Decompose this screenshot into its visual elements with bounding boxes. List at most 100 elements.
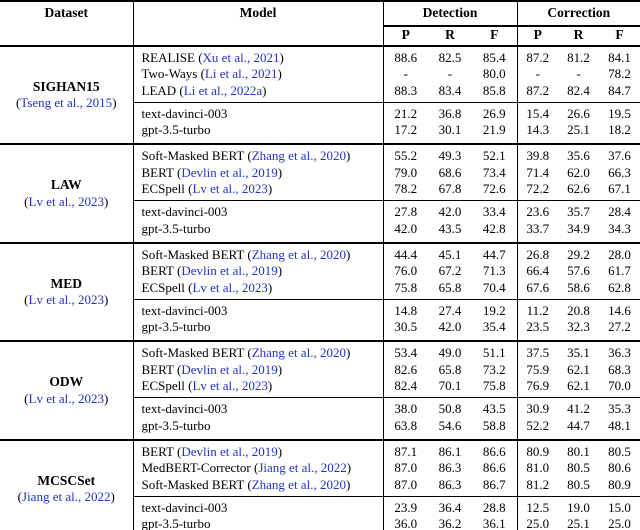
model-name-cell: BERT (Devlin et al., 2019) bbox=[132, 164, 383, 182]
cell-detection-f: 86.6 bbox=[472, 438, 517, 461]
table-row: ECSpell (Lv et al., 2023) 75.8 65.8 70.4 67.… bbox=[0, 279, 640, 300]
cell-correction-p: 25.0 bbox=[516, 516, 558, 530]
cell-detection-f: 86.7 bbox=[482, 476, 506, 492]
cell-correction-p: 26.8 bbox=[516, 241, 558, 264]
citation-link[interactable]: Jiang et al., 2022 bbox=[22, 489, 111, 505]
cell-detection-r: 82.5 bbox=[428, 44, 472, 67]
cell-detection-r: 36.8 bbox=[428, 101, 472, 123]
cell-detection-r: 43.5 bbox=[438, 220, 462, 236]
model-name-cell: Soft-Masked BERT (Zhang et al., 2020) bbox=[132, 476, 383, 497]
cell-detection-f: 58.8 bbox=[482, 417, 506, 433]
table-row: Two-Ways (Li et al., 2021) - -80.0- -78.2 bbox=[0, 66, 640, 83]
table-row: Soft-Masked BERT (Zhang et al., 2020) 87.… bbox=[0, 476, 640, 497]
citation-link[interactable]: Zhang et al., 2020 bbox=[251, 148, 346, 164]
cell-correction-f: 62.8 bbox=[608, 279, 631, 295]
cell-detection-f: 44.7 bbox=[472, 241, 517, 264]
citation-link[interactable]: Li et al., 2021 bbox=[204, 66, 278, 82]
dataset-citation: (Tseng et al., 2015) bbox=[15, 95, 117, 111]
cell-detection-p: 21.2 bbox=[382, 101, 428, 123]
col-header-detection: Detection bbox=[382, 1, 517, 27]
citation-link[interactable]: Xu et al., 2021 bbox=[202, 50, 280, 65]
citation-link[interactable]: Devlin et al., 2019 bbox=[181, 443, 278, 459]
citation-link[interactable]: Devlin et al., 2019 bbox=[181, 361, 278, 377]
cell-correction-r: 35.7 bbox=[558, 200, 599, 221]
cell-correction-f: 25.0 bbox=[608, 516, 631, 530]
col-header-detection-f: F bbox=[472, 26, 517, 47]
citation-link[interactable]: Tseng et al., 2015 bbox=[20, 95, 113, 111]
dataset-citation: (Lv et al., 2023) bbox=[24, 193, 109, 209]
cell-correction-p: 66.4 bbox=[516, 263, 558, 280]
cell-detection-f: 33.4 bbox=[472, 200, 517, 221]
citation-link[interactable]: Devlin et al., 2019 bbox=[181, 164, 278, 180]
model-name-cell: text-davinci-003 bbox=[132, 495, 383, 517]
cell-correction-p: 30.9 bbox=[516, 397, 558, 418]
table-row: ECSpell (Lv et al., 2023) 78.2 67.8 72.6 72.… bbox=[0, 181, 640, 201]
cell-correction-p: 87.2 bbox=[516, 82, 558, 103]
model-name-cell: ECSpell (Lv et al., 2023) bbox=[132, 181, 383, 201]
cell-detection-r: 54.6 bbox=[438, 417, 462, 433]
model-name-cell: BERT (Devlin et al., 2019) bbox=[132, 361, 383, 379]
cell-correction-p: 87.2 bbox=[516, 44, 558, 67]
citation-link[interactable]: Devlin et al., 2019 bbox=[181, 263, 278, 279]
cell-correction-f: 61.7 bbox=[608, 263, 631, 279]
cell-detection-p: 17.2 bbox=[382, 122, 428, 145]
citation-link[interactable]: Zhang et al., 2020 bbox=[251, 476, 346, 492]
cell-detection-f: 35.4 bbox=[482, 319, 506, 335]
model-name-cell: Two-Ways (Li et al., 2021) bbox=[132, 66, 383, 83]
cell-correction-f: 68.3 bbox=[608, 361, 631, 377]
cell-correction-p: - bbox=[516, 66, 558, 83]
cell-detection-p: 76.0 bbox=[382, 263, 428, 280]
table-row: BERT (Devlin et al., 2019) 82.6 65.8 73.2 75… bbox=[0, 361, 640, 379]
cell-detection-f: 21.9 bbox=[482, 122, 506, 138]
citation-link[interactable]: Lv et al., 2023 bbox=[28, 292, 104, 308]
citation-link[interactable]: Lv et al., 2023 bbox=[192, 279, 268, 295]
cell-correction-f: 14.6 bbox=[599, 298, 640, 320]
citation-link[interactable]: Lv et al., 2023 bbox=[28, 390, 104, 406]
table-row: ODW (Lv et al., 2023) Soft-Masked BERT (Zh… bbox=[0, 340, 640, 440]
dataset-cell: MED (Lv et al., 2023) bbox=[0, 241, 133, 342]
cell-detection-p: 23.9 bbox=[382, 495, 428, 517]
citation-link[interactable]: Lv et al., 2023 bbox=[192, 378, 268, 394]
cell-correction-r: 34.9 bbox=[567, 220, 590, 236]
citation-link[interactable]: Li et al., 2022a bbox=[183, 82, 263, 98]
cell-correction-r: 81.2 bbox=[558, 44, 599, 67]
dataset-citation: (Jiang et al., 2022) bbox=[17, 489, 115, 505]
col-header-dataset: Dataset bbox=[0, 1, 133, 47]
citation-link[interactable]: Lv et al., 2023 bbox=[28, 193, 104, 209]
cell-correction-p: 52.2 bbox=[516, 417, 558, 440]
cell-correction-p: 12.5 bbox=[516, 495, 558, 517]
cell-detection-p: 82.4 bbox=[382, 378, 428, 398]
citation-link[interactable]: Jiang et al., 2022 bbox=[258, 460, 347, 476]
cell-correction-f: 80.9 bbox=[608, 476, 631, 492]
table-row: text-davinci-003 23.9 36.4 28.8 12.5 19.0 15.0 bbox=[0, 495, 640, 517]
cell-correction-r: 41.2 bbox=[558, 397, 599, 418]
table-row: LAW (Lv et al., 2023) Soft-Masked BERT (Zh… bbox=[0, 143, 640, 243]
cell-correction-f: 48.1 bbox=[608, 417, 631, 433]
model-name-cell: Soft-Masked BERT (Zhang et al., 2020) bbox=[132, 340, 383, 362]
model-name-cell: Soft-Masked BERT (Zhang et al., 2020) bbox=[132, 241, 383, 264]
cell-detection-r: 42.0 bbox=[428, 200, 472, 221]
cell-detection-p: 36.0 bbox=[382, 516, 428, 530]
cell-correction-r: 62.6 bbox=[567, 181, 590, 197]
cell-correction-r: 25.1 bbox=[567, 516, 590, 530]
citation-link[interactable]: Zhang et al., 2020 bbox=[251, 345, 346, 361]
cell-correction-r: - bbox=[576, 66, 581, 82]
table-row: MedBERT-Corrector (Jiang et al., 2022) 87… bbox=[0, 460, 640, 477]
dataset-name: ODW bbox=[49, 374, 84, 390]
cell-detection-r: 50.8 bbox=[428, 397, 472, 418]
model-name-cell: gpt-3.5-turbo bbox=[132, 319, 383, 342]
cell-correction-r: 62.1 bbox=[567, 378, 590, 394]
citation-link[interactable]: Zhang et al., 2020 bbox=[251, 246, 346, 262]
cell-correction-p: 71.4 bbox=[516, 164, 558, 182]
cell-detection-r: - bbox=[447, 66, 453, 82]
col-header-correction-r: R bbox=[558, 26, 599, 47]
cell-correction-r: 26.6 bbox=[558, 101, 599, 123]
cell-detection-f: 19.2 bbox=[472, 298, 517, 320]
citation-link[interactable]: Lv et al., 2023 bbox=[192, 181, 268, 197]
cell-correction-f: 19.5 bbox=[599, 101, 640, 123]
cell-correction-r: 25.1 bbox=[567, 122, 590, 138]
cell-detection-f: 86.6 bbox=[482, 460, 506, 476]
model-name-cell: BERT (Devlin et al., 2019) bbox=[132, 438, 383, 461]
cell-detection-p: 87.0 bbox=[382, 476, 428, 497]
dataset-name: MCSCSet bbox=[37, 472, 96, 488]
